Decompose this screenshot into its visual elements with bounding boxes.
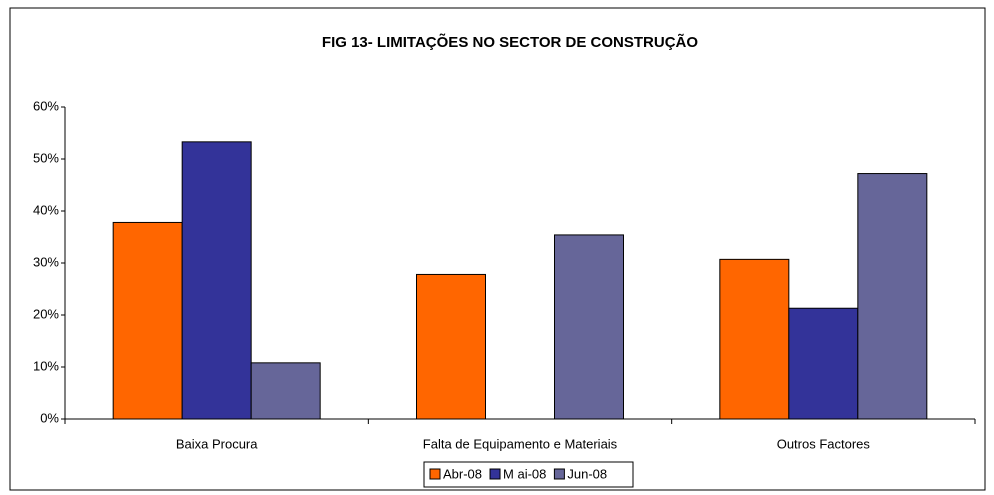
legend-label: M ai-08 [503, 466, 546, 481]
legend-label: Abr-08 [443, 466, 482, 481]
legend-label: Jun-08 [567, 466, 607, 481]
legend-swatch [489, 468, 501, 480]
y-tick-label: 20% [33, 306, 59, 321]
bar [554, 234, 624, 420]
y-tick-label: 0% [40, 410, 59, 425]
legend-swatch [429, 468, 441, 480]
bar [181, 141, 252, 420]
x-tick-label: Baixa Procura [176, 436, 258, 451]
bar [416, 273, 486, 420]
bar [250, 362, 321, 420]
bar [112, 221, 183, 420]
legend-swatch [553, 468, 565, 480]
legend-box [423, 461, 634, 488]
y-tick-label: 40% [33, 202, 59, 217]
y-tick-label: 10% [33, 358, 59, 373]
bar [857, 173, 928, 420]
y-tick-label: 30% [33, 254, 59, 269]
x-tick-label: Falta de Equipamento e Materiais [423, 436, 618, 451]
bar [719, 258, 790, 420]
chart-title: FIG 13- LIMITAÇÕES NO SECTOR DE CONSTRUÇ… [322, 33, 698, 51]
y-tick-label: 60% [33, 98, 59, 113]
bar [788, 307, 859, 420]
y-tick-label: 50% [33, 150, 59, 165]
x-tick-label: Outros Factores [777, 436, 871, 451]
